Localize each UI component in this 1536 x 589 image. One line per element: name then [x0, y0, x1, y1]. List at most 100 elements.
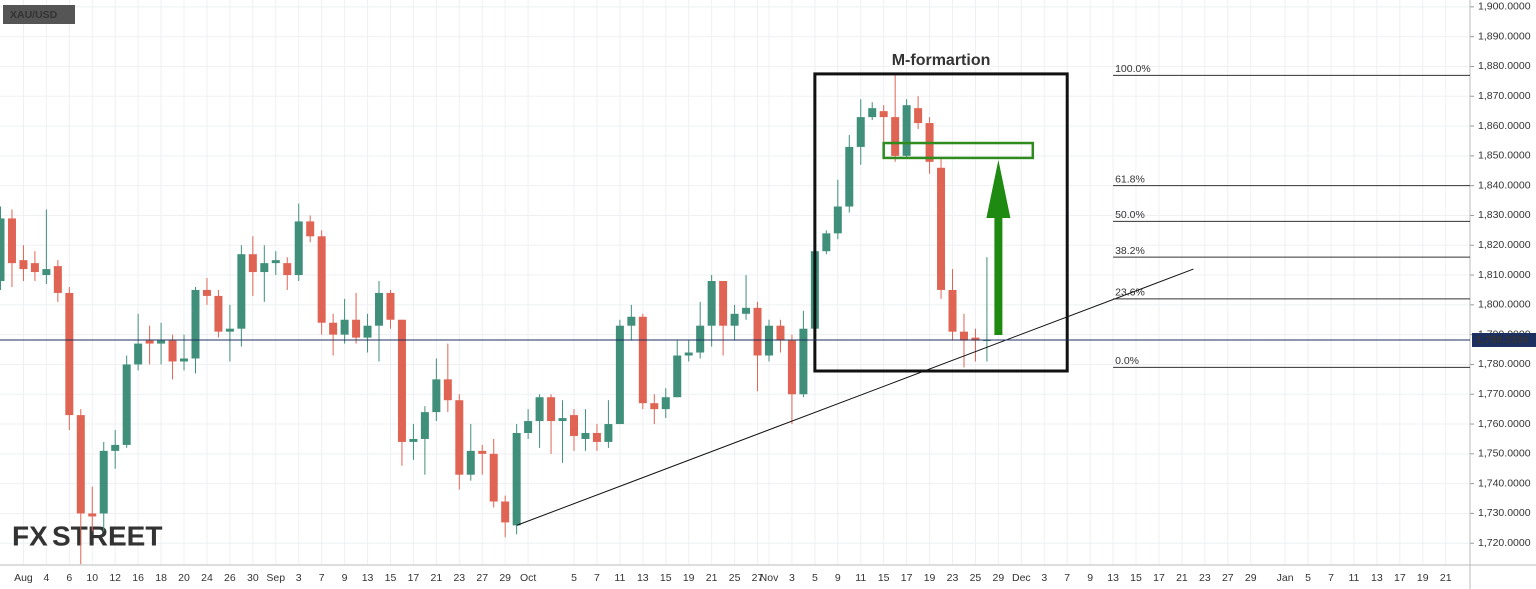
x-tick-label: 3	[296, 572, 302, 584]
candle-body	[466, 450, 475, 475]
x-tick-label: 7	[1328, 572, 1334, 584]
y-tick-label: 1,760.0000	[1478, 418, 1531, 430]
x-tick-label: 11	[855, 572, 866, 584]
x-tick-label: Sep	[266, 572, 285, 584]
candle-body	[638, 316, 647, 404]
x-tick-label: 13	[637, 572, 649, 584]
y-tick-label: 1,900.0000	[1478, 1, 1531, 13]
y-tick-label: 1,720.0000	[1478, 537, 1531, 549]
x-tick-label: 6	[66, 572, 72, 584]
y-tick-label: 1,780.0000	[1478, 358, 1531, 370]
candle-body	[317, 236, 326, 323]
candle-body	[134, 343, 143, 365]
y-tick-label: 1,770.0000	[1478, 388, 1531, 400]
x-tick-label: 21	[1440, 572, 1452, 584]
candle-body	[237, 254, 246, 329]
x-tick-label: Dec	[1012, 572, 1031, 584]
candle-body	[650, 403, 659, 410]
candle-body	[122, 364, 131, 445]
fib-label: 50.0%	[1115, 209, 1145, 221]
candle-body	[535, 397, 544, 422]
candle-body	[524, 421, 533, 433]
y-tick-label: 1,740.0000	[1478, 477, 1531, 489]
candle-body	[891, 117, 900, 156]
fib-label: 61.8%	[1115, 173, 1145, 185]
x-tick-label: 3	[789, 572, 795, 584]
candle-body	[19, 260, 28, 270]
x-tick-label: 13	[1107, 572, 1119, 584]
candle-body	[76, 415, 85, 514]
x-tick-label: 5	[571, 572, 577, 584]
candle-body	[501, 501, 510, 523]
candle-body	[719, 281, 728, 326]
candle-body	[202, 289, 211, 296]
x-tick-label: 25	[729, 572, 741, 584]
candle-body	[856, 117, 865, 147]
x-tick-label: 7	[594, 572, 600, 584]
x-tick-label: 11	[1349, 572, 1360, 584]
candle-body	[271, 260, 280, 264]
candle-body	[283, 263, 292, 276]
watermark-fx: FX	[12, 520, 48, 551]
candle-body	[937, 167, 946, 290]
x-tick-label: 17	[408, 572, 420, 584]
candle-body	[868, 108, 877, 118]
x-tick-label: 30	[247, 572, 259, 584]
up-arrow	[986, 160, 1011, 335]
candle-body	[65, 292, 74, 416]
candle-body	[397, 319, 406, 442]
candle-body	[581, 432, 590, 439]
y-tick-label: 1,890.0000	[1478, 30, 1531, 42]
x-tick-label: 25	[970, 572, 982, 584]
candle-body	[776, 325, 785, 341]
x-tick-label: 10	[86, 572, 98, 584]
x-tick-label: 7	[319, 572, 325, 584]
x-tick-label: 23	[1199, 572, 1211, 584]
x-tick-label: 9	[1087, 572, 1093, 584]
x-tick-label: 9	[835, 572, 841, 584]
candle-body	[294, 221, 303, 276]
candle-body	[604, 424, 613, 442]
y-tick-label: 1,750.0000	[1478, 448, 1531, 460]
candle-body	[845, 146, 854, 207]
candle-body	[512, 432, 521, 526]
x-tick-label: 20	[178, 572, 190, 584]
candle-body	[306, 221, 315, 237]
candle-body	[443, 379, 452, 401]
watermark-street: STREET	[52, 520, 162, 551]
y-tick-label: 1,840.0000	[1478, 179, 1531, 191]
candle-body	[948, 289, 957, 332]
candle-body	[168, 340, 177, 362]
x-tick-label: 17	[1153, 572, 1165, 584]
candle-body	[260, 263, 269, 273]
candle-body	[340, 319, 349, 335]
candle-body	[30, 263, 39, 273]
candle-body	[157, 340, 166, 344]
symbol-box	[3, 5, 75, 24]
candle-body	[0, 218, 5, 282]
candle-body	[627, 316, 636, 326]
x-tick-label: 17	[1394, 572, 1406, 584]
candle-body	[971, 337, 980, 341]
candle-body	[558, 418, 567, 422]
x-tick-label: 16	[132, 572, 144, 584]
candle-body	[329, 322, 338, 335]
x-tick-label: Aug	[14, 572, 33, 584]
resistance-zone	[882, 141, 1035, 160]
candle-body	[592, 432, 601, 442]
x-tick-label: 21	[431, 572, 443, 584]
x-tick-label: 18	[155, 572, 167, 584]
candle-body	[799, 328, 808, 395]
y-tick-label: 1,800.0000	[1478, 299, 1531, 311]
candle-body	[753, 307, 762, 356]
candle-body	[787, 340, 796, 395]
x-tick-label: 19	[1417, 572, 1429, 584]
fib-label: 38.2%	[1115, 245, 1145, 257]
candle-body	[833, 206, 842, 234]
candle-body	[180, 358, 189, 362]
candle-body	[959, 331, 968, 341]
x-tick-label: 7	[1064, 572, 1070, 584]
x-tick-label: 27	[752, 572, 764, 584]
x-tick-label: 15	[385, 572, 397, 584]
